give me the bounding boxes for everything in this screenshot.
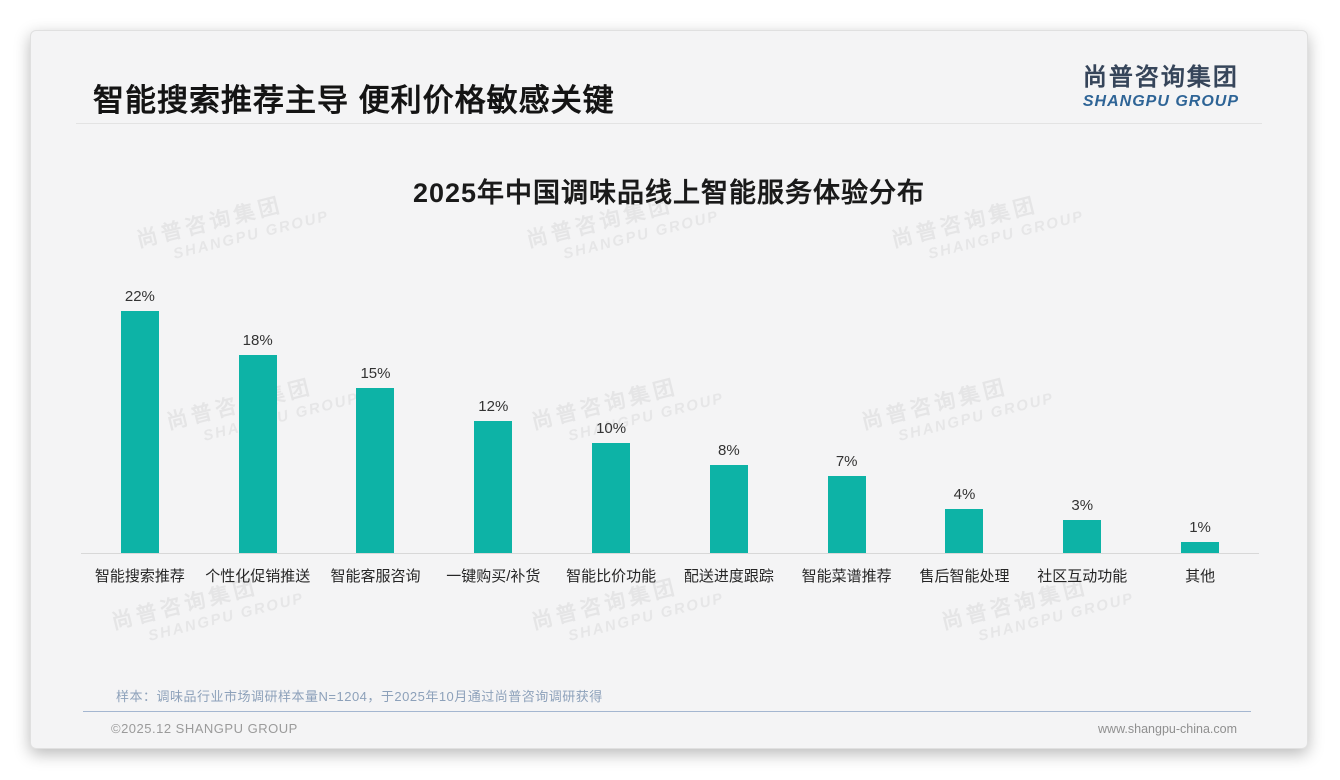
- category-label: 配送进度跟踪: [683, 568, 774, 585]
- website-url: www.shangpu-china.com: [1098, 721, 1237, 736]
- chart-title: 2025年中国调味品线上智能服务体验分布: [412, 178, 926, 208]
- bar-value-label: 1%: [1189, 519, 1211, 536]
- bar-slot: 3%: [1023, 497, 1141, 553]
- bar-slot: 1%: [1141, 519, 1259, 553]
- company-logo-chinese: 尚普咨询集团: [1082, 64, 1239, 91]
- bar-slot: 4%: [906, 486, 1024, 553]
- bar-slot: 10%: [552, 420, 670, 553]
- bar-value-label: 7%: [835, 453, 858, 470]
- bar-value-label: 12%: [478, 398, 509, 415]
- bar: [120, 311, 159, 553]
- footer: ©2025.12 SHANGPU GROUP www.shangpu-china…: [111, 721, 1237, 736]
- bar: [238, 355, 277, 553]
- watermark-english: SHANGPU GROUP: [976, 589, 1137, 645]
- company-logo-english: SHANGPU GROUP: [1082, 93, 1239, 110]
- watermark-english: SHANGPU GROUP: [146, 589, 307, 645]
- bar: [709, 465, 748, 553]
- bar-value-label: 10%: [596, 420, 627, 437]
- bar: [474, 421, 513, 553]
- chart-plot-area: 22% 18% 15% 12% 10% 8% 7% 4% 3% 1%: [81, 261, 1259, 553]
- category-label: 个性化促销推送: [205, 568, 311, 585]
- footer-divider: [83, 711, 1251, 712]
- bar-value-label: 3%: [1071, 497, 1094, 514]
- bar: [945, 509, 984, 553]
- category-label: 售后智能处理: [919, 568, 1010, 585]
- header-divider: [76, 123, 1262, 124]
- bar-slot: 12%: [434, 398, 552, 553]
- chart-category-axis: 智能搜索推荐 个性化促销推送 智能客服咨询 一键购买/补货 智能比价功能 配送进度跟踪 智能…: [81, 565, 1259, 586]
- category-label: 智能比价功能: [566, 568, 657, 585]
- page-title: 智能搜索推荐主导 便利价格敏感关键: [93, 83, 615, 118]
- copyright-text: ©2025.12 SHANGPU GROUP: [111, 721, 298, 736]
- bar-value-label: 18%: [242, 332, 273, 349]
- bar-value-label: 22%: [124, 288, 155, 305]
- bar-slot: 7%: [788, 453, 906, 553]
- category-label: 智能客服咨询: [330, 568, 421, 585]
- bar: [1063, 520, 1102, 553]
- watermark-english: SHANGPU GROUP: [566, 589, 727, 645]
- bar-slot: 22%: [81, 288, 199, 553]
- bar-value-label: 15%: [360, 365, 391, 382]
- company-logo: 尚普咨询集团 SHANGPU GROUP: [1083, 57, 1239, 111]
- bar: [592, 443, 631, 553]
- bar-slot: 18%: [199, 332, 317, 553]
- category-label: 其他: [1185, 568, 1216, 585]
- sample-footnote: 样本：调味品行业市场调研样本量N=1204，于2025年10月通过尚普咨询调研获…: [116, 689, 603, 704]
- bar-value-label: 4%: [953, 486, 976, 503]
- slide-card: 尚普咨询集团 SHANGPU GROUP 尚普咨询集团 SHANGPU GROUP 尚普…: [30, 30, 1308, 749]
- bar-slot: 8%: [670, 442, 788, 553]
- category-label: 社区互动功能: [1037, 568, 1128, 585]
- category-label: 智能搜索推荐: [94, 568, 185, 585]
- bar: [827, 476, 866, 553]
- category-label: 智能菜谱推荐: [801, 568, 892, 585]
- bar: [1181, 542, 1220, 553]
- bar-value-label: 8%: [718, 442, 740, 459]
- bar: [356, 388, 395, 553]
- chart-x-axis-line: [81, 553, 1259, 554]
- bar-slot: 15%: [317, 365, 435, 553]
- category-label: 一键购买/补货: [446, 568, 541, 585]
